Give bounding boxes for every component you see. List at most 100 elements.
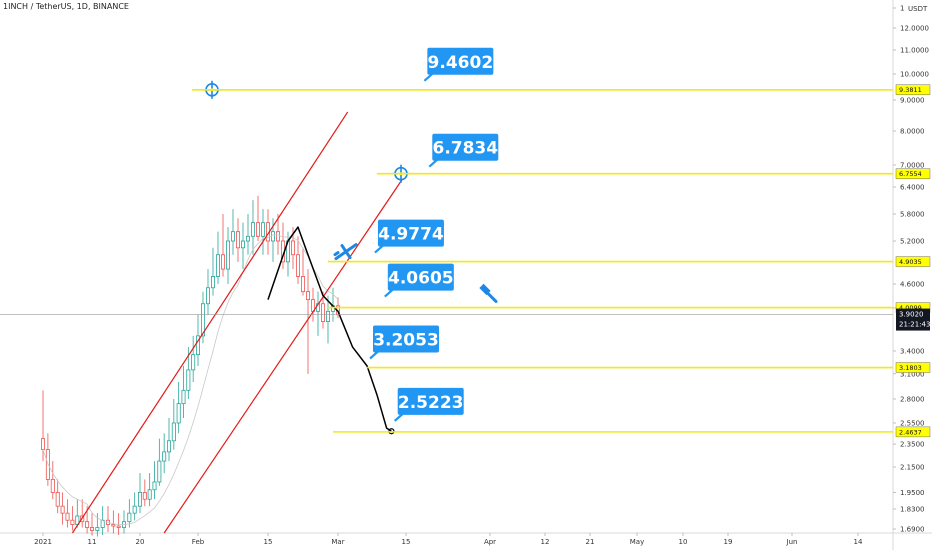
candle-body [50, 479, 55, 493]
time-tick-label: 10 [679, 538, 688, 546]
candle-body [270, 231, 275, 242]
price-tick-label: 10.0000 [900, 71, 929, 79]
candle-body [235, 231, 240, 249]
candle-body [195, 335, 200, 356]
candle-body [181, 389, 186, 405]
candle-body [305, 291, 310, 301]
price-tick-label: 6.4000 [900, 184, 925, 192]
airplane-icon[interactable] [333, 243, 358, 261]
price-tick-label: 1.9500 [900, 489, 925, 497]
callout-pointer [374, 244, 384, 254]
price-tick-label: 12.0000 [900, 25, 929, 33]
level-axis-label-text: 6.7554 [899, 170, 922, 178]
time-axis[interactable]: 2021 11 20 Feb 15 Mar 15 Apr 12 21 May 10 19 Jun 14 [34, 533, 863, 546]
candle-body [290, 240, 295, 256]
price-tick-label: 1.8300 [900, 506, 925, 514]
price-tick-label: 5.8000 [900, 211, 925, 219]
time-tick-label: 15 [264, 538, 273, 546]
level-axis-label: 6.7554 [895, 168, 931, 179]
freehand-projection-line[interactable] [267, 226, 392, 432]
callout-text: 4.9774 [378, 225, 444, 245]
callout-pointer [369, 350, 379, 360]
level-axis-label-text: 3.1803 [899, 364, 922, 372]
candle-body [65, 512, 70, 521]
callout-bg [377, 219, 444, 247]
price-callout[interactable]: 4.9774 [374, 219, 444, 254]
candle-body [240, 240, 245, 249]
candle-body [116, 525, 121, 528]
time-tick-label: 14 [854, 538, 863, 546]
channel-lower-line[interactable] [163, 173, 407, 534]
price-tick-label: 2.8000 [900, 396, 925, 404]
candle-body [152, 481, 157, 491]
candle-body [230, 231, 235, 242]
candle-body [275, 231, 280, 242]
callout-text: 4.0605 [388, 269, 454, 289]
level-axis-label-bg [895, 84, 931, 95]
candle-body [171, 422, 176, 442]
candle-body [295, 254, 300, 277]
callout-bg [397, 387, 464, 415]
candle-body [205, 287, 210, 305]
candle-body [200, 303, 205, 337]
current-price-label: 3.9020 21:21:43 [896, 308, 930, 331]
time-tick-label: 15 [402, 538, 411, 546]
time-tick-label: 12 [541, 538, 550, 546]
callout-bg [387, 263, 454, 291]
time-tick-label: 2021 [34, 538, 52, 546]
callout-pointer [428, 158, 439, 168]
price-axis[interactable]: 1 12.0000 11.0000 10.0000 9.0000 8.0000 7.0000… [893, 5, 929, 534]
currency-label: USDT [908, 5, 928, 13]
price-tick-label: 7.0000 [900, 162, 925, 170]
level-axis-label: 3.1803 [895, 362, 931, 373]
airplane-shape [333, 243, 358, 261]
time-tick-label: 20 [136, 538, 145, 546]
price-callout[interactable]: 9.4602 [423, 47, 494, 82]
candle-body [225, 240, 230, 270]
symbol-title[interactable]: 1INCH / TetherUS, 1D, BINANCE [3, 2, 129, 11]
candle-body [137, 492, 142, 507]
price-tick-label: 2.5500 [900, 420, 925, 428]
callout-pointer [384, 288, 394, 298]
level-axis-label-bg [895, 168, 931, 179]
candle-body [215, 254, 220, 277]
time-tick-label: Jun [786, 538, 798, 546]
level-axis-label: 2.4637 [895, 426, 931, 438]
callout-text: 2.5223 [398, 393, 464, 413]
countdown-text: 21:21:43 [899, 321, 930, 329]
time-tick-label: 19 [724, 538, 733, 546]
time-tick-label: May [630, 538, 644, 546]
candles [41, 195, 340, 537]
moving-average-line [42, 234, 339, 526]
price-callout[interactable]: 4.0605 [384, 263, 454, 298]
candle-body [255, 222, 260, 237]
price-tick-label: 8.0000 [900, 128, 925, 136]
callout-bg [427, 47, 494, 75]
price-callout[interactable]: 6.7834 [428, 133, 499, 168]
time-tick-label: 21 [586, 538, 595, 546]
candle-body [157, 460, 162, 483]
candle-body [300, 276, 305, 293]
price-callout[interactable]: 2.5223 [393, 387, 464, 422]
hammer-head [479, 283, 491, 296]
candle-body [186, 369, 191, 391]
channel-upper-line[interactable] [71, 111, 349, 534]
price-tick-label: 11.0000 [900, 47, 929, 55]
price-callout[interactable]: 3.2053 [369, 325, 439, 360]
candle-body [132, 505, 137, 514]
candle-body [55, 492, 60, 507]
price-tick-label: 4.6000 [900, 281, 925, 289]
level-axis-label-text: 4.9035 [899, 258, 922, 266]
price-callouts[interactable]: 9.4602 6.7834 4.9774 4.0605 3.2053 2.5223 [369, 47, 499, 422]
candle-body [166, 440, 171, 453]
level-axis-label-bg [895, 362, 931, 373]
level-axis-label: 9.3811 [895, 84, 931, 95]
horizontal-levels[interactable] [0, 88, 893, 433]
callout-pointer [393, 413, 404, 422]
candle-body [90, 527, 95, 531]
hammer-icon[interactable] [479, 283, 498, 303]
time-tick-label: Mar [331, 538, 344, 546]
callout-text: 6.7834 [432, 139, 498, 159]
candle-body [162, 451, 167, 462]
